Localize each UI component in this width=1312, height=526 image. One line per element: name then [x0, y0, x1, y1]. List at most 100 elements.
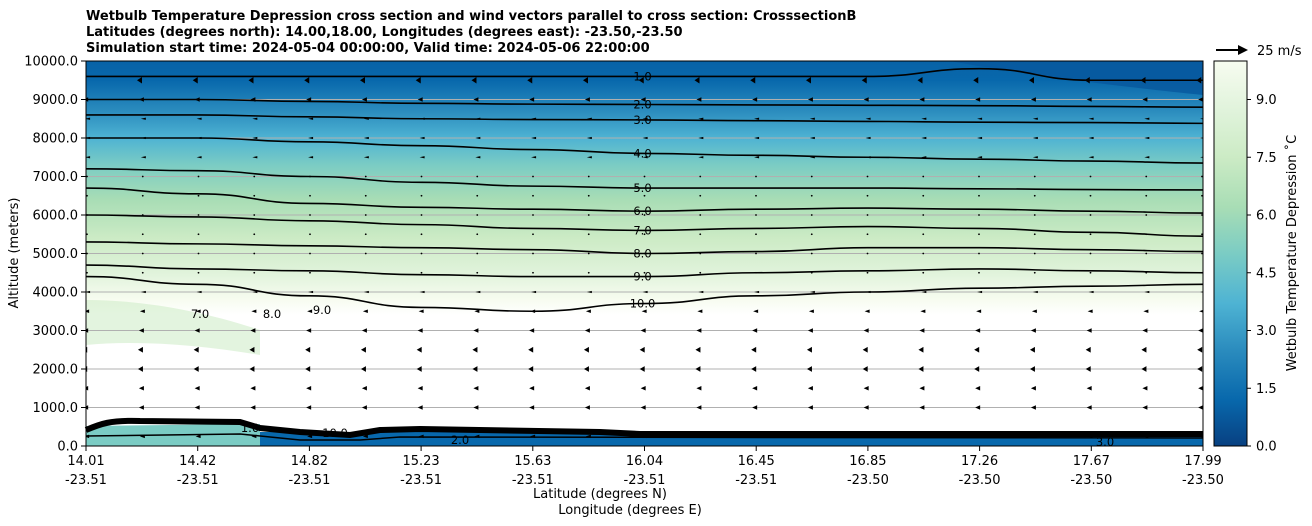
wind-vector [253, 252, 256, 255]
wind-vector [809, 117, 815, 120]
wind-vector [694, 77, 700, 84]
y-tick-label: 5000.0 [33, 247, 79, 262]
wind-vector [1201, 175, 1203, 178]
wind-vector [921, 156, 927, 159]
wind-vector [1145, 214, 1148, 216]
wind-vector [810, 271, 813, 274]
wind-vector [978, 233, 980, 236]
wind-vector [922, 175, 925, 178]
wind-vector [754, 156, 760, 159]
x-tick-label-lon: -23.50 [1182, 473, 1224, 488]
wind-vector [587, 233, 590, 236]
wind-vector [420, 252, 423, 255]
wind-vector [1200, 118, 1203, 120]
wind-vector [1198, 405, 1203, 410]
wind-vector [308, 156, 314, 159]
x-tick-label-lat: 14.01 [67, 454, 104, 469]
colorbar: 0.0 1.5 3.0 4.5 6.0 7.5 9.0 Wetbulb Temperatur… [1213, 60, 1300, 455]
wind-vector [195, 309, 201, 313]
wind-vector [1197, 366, 1203, 372]
wind-vector [309, 194, 311, 197]
wind-vector [755, 194, 757, 197]
wind-vector [252, 290, 258, 294]
x-tick-label-lat: 15.63 [514, 454, 551, 469]
wind-vector [420, 271, 423, 274]
wind-reference-key: 25 m/s [1216, 44, 1302, 59]
wind-vector [640, 405, 646, 410]
wind-vector [1032, 136, 1038, 140]
wind-vector [922, 271, 925, 274]
wind-vector [309, 252, 311, 255]
contour-label: 5.0 [633, 181, 651, 195]
wind-vector [360, 346, 366, 353]
wind-vector [309, 175, 311, 178]
contour-label-low: 2.0 [451, 433, 469, 447]
wind-vector [978, 271, 980, 274]
wind-vector [361, 328, 367, 333]
wind-vector [922, 252, 925, 255]
contour-label: 7.0 [633, 223, 651, 237]
field-pocket-left [86, 300, 260, 355]
wind-vector [531, 156, 537, 159]
wind-vector [363, 290, 369, 294]
wind-vector [194, 385, 200, 391]
wind-vector [643, 271, 646, 274]
wind-vector [865, 156, 871, 159]
wind-vector [141, 214, 144, 216]
wind-vector [193, 346, 199, 353]
wind-vector [252, 156, 258, 159]
colorbar-label: Wetbulb Temperature Depression ˚C [1284, 135, 1300, 372]
wind-vector [810, 194, 813, 197]
wind-vector [86, 117, 91, 120]
wind-vector [475, 290, 481, 294]
y-tick-label: 4000.0 [33, 286, 79, 301]
wind-vector [141, 233, 144, 236]
wind-vector [1140, 77, 1146, 84]
wind-vector [250, 328, 256, 333]
colorbar-tick-label: 6.0 [1256, 209, 1277, 224]
wind-vector [1201, 194, 1203, 197]
wind-vector [862, 366, 868, 372]
wind-vector [362, 309, 368, 313]
wind-vector [640, 97, 646, 102]
wind-vector [529, 385, 535, 391]
wind-vector [978, 194, 980, 197]
x-tick-label-lon: -23.51 [65, 473, 107, 488]
wind-vector [529, 97, 535, 102]
wind-vector [1143, 309, 1149, 313]
colorbar-tick-label: 9.0 [1256, 93, 1277, 108]
wind-vector [306, 385, 312, 391]
wind-vector [472, 366, 478, 372]
contour-line [86, 137, 1203, 164]
wind-vector [866, 194, 869, 197]
wind-vector [308, 136, 314, 140]
wind-vector [699, 233, 702, 236]
wind-vector [86, 385, 89, 391]
wind-vector [308, 290, 314, 294]
wind-reference-label: 25 m/s [1257, 44, 1302, 59]
wind-vector [698, 117, 704, 120]
wind-vector [250, 405, 256, 410]
colorbar-tick-label: 1.5 [1256, 382, 1277, 397]
wind-vector [586, 136, 592, 140]
wind-vector [306, 405, 312, 410]
wind-vector [584, 97, 590, 102]
wind-vector [308, 117, 314, 120]
wind-vector [1141, 366, 1147, 372]
wind-vector [141, 271, 144, 274]
wind-vector [86, 233, 88, 236]
contour-lines: 1.02.03.04.05.06.07.08.09.010.07.0 8.0 9.0… [86, 67, 1203, 447]
wind-vector [698, 136, 704, 140]
y-tick-label: 10000.0 [24, 55, 78, 70]
wind-vector [1031, 309, 1037, 313]
wind-vector [194, 97, 200, 102]
wind-vector [528, 346, 534, 353]
wind-vector [249, 366, 255, 372]
wind-vector [363, 136, 369, 140]
wind-vector [141, 194, 144, 197]
wind-vector [196, 290, 202, 294]
wind-vector [476, 175, 479, 178]
wind-vector [1145, 271, 1148, 274]
wind-vector [86, 77, 87, 84]
wind-vector [696, 328, 702, 333]
